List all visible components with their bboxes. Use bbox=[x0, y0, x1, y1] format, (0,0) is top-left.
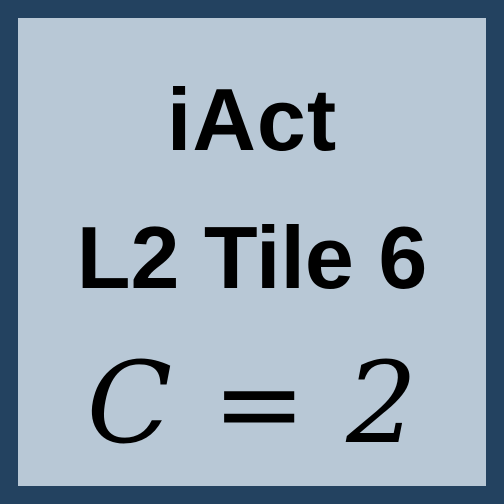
tile-subtitle: L2 Tile 6 bbox=[76, 208, 428, 307]
tile-formula: C = 2 bbox=[18, 334, 486, 474]
formula-variable: C bbox=[86, 339, 173, 469]
tile-title: iAct bbox=[166, 70, 338, 169]
formula-value: 2 bbox=[346, 339, 418, 469]
formula-operator: = bbox=[212, 339, 307, 469]
